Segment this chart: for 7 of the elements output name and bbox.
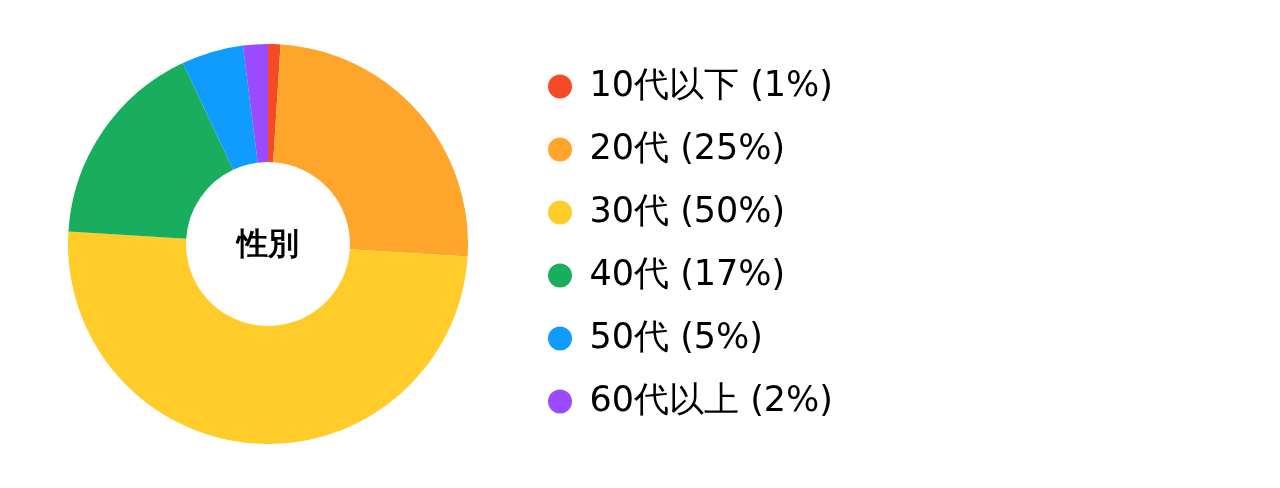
text: 性別 [235, 225, 299, 262]
legend-label: 20代 (25%) [589, 126, 786, 167]
legend-label: 50代 (5%) [589, 315, 763, 356]
legend-label: 40代 (17%) [589, 252, 786, 293]
legend-label: 60代以上 (2%) [589, 378, 833, 419]
legend-label: 30代 (50%) [589, 189, 786, 230]
legend-label: 10代以下 (1%) [589, 63, 833, 104]
